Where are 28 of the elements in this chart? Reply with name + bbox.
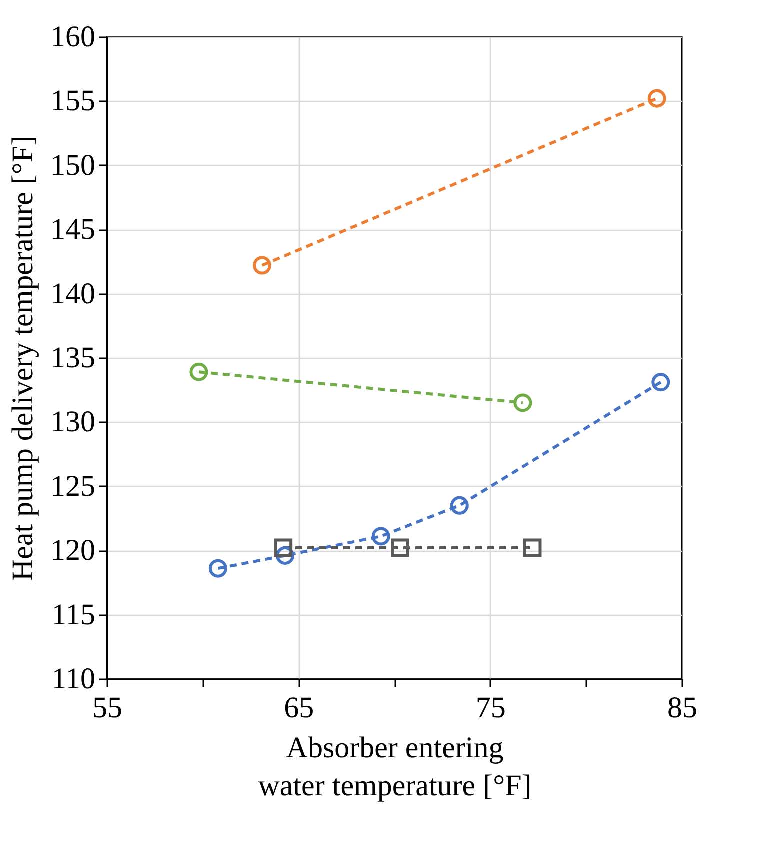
point bbox=[190, 362, 208, 382]
point bbox=[523, 538, 542, 558]
x-tick-label: 65 bbox=[284, 692, 314, 724]
y-tick-label: 145 bbox=[50, 213, 96, 246]
point bbox=[450, 496, 469, 515]
y-tick-label: 110 bbox=[52, 662, 96, 696]
y-tick-label: 135 bbox=[50, 342, 96, 374]
point bbox=[514, 394, 532, 412]
y-tick-label: 155 bbox=[50, 84, 96, 118]
y-axis-title: Heat pump delivery temperature [°F] bbox=[6, 136, 40, 582]
point bbox=[652, 373, 670, 392]
y-tick-label: 130 bbox=[50, 406, 96, 439]
y-tick-label: 160 bbox=[50, 20, 96, 54]
y-tick-label: 120 bbox=[50, 534, 96, 568]
y-tick-label: 115 bbox=[52, 598, 96, 632]
x-tick-label: 75 bbox=[476, 692, 506, 724]
point bbox=[648, 89, 666, 108]
y-tick-label: 140 bbox=[50, 277, 96, 310]
point bbox=[274, 538, 293, 558]
y-tick-label: 150 bbox=[50, 148, 96, 182]
x-tick-label: 85 bbox=[668, 692, 698, 724]
x-tick-label: 55 bbox=[92, 692, 122, 724]
point bbox=[391, 538, 410, 558]
point bbox=[253, 256, 272, 275]
x-axis-title: Absorber entering water temperature [°F] bbox=[258, 732, 532, 802]
y-tick-label: 125 bbox=[50, 470, 96, 503]
point bbox=[208, 559, 228, 578]
point bbox=[372, 527, 390, 546]
